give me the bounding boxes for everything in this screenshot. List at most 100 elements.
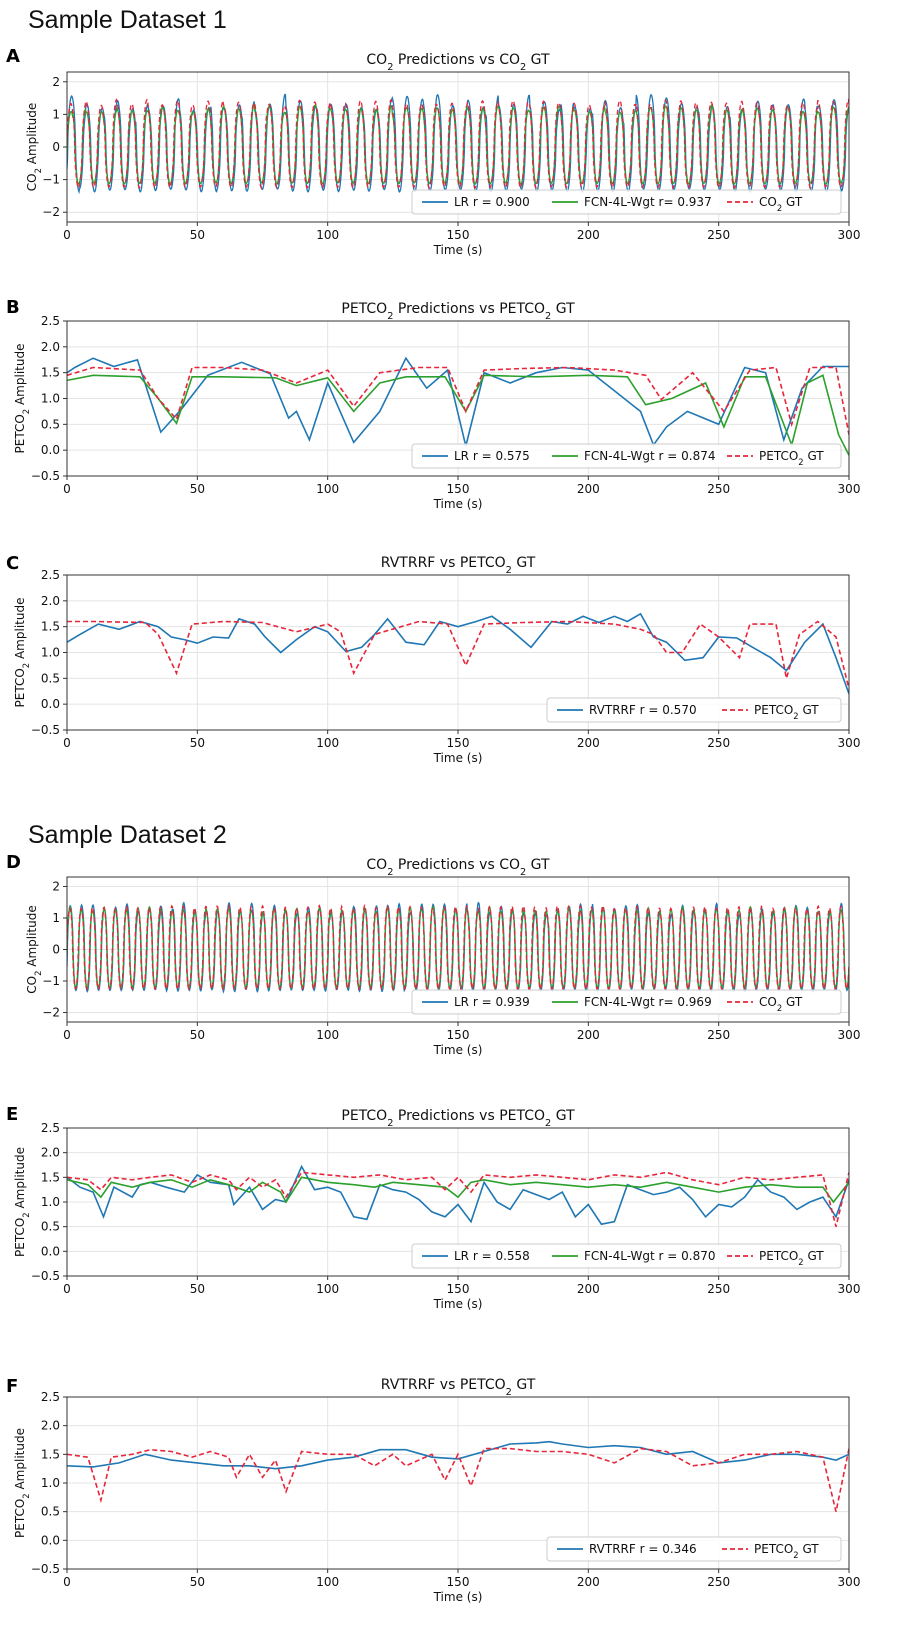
series-line-gt <box>67 97 849 190</box>
panel-letter: A <box>6 46 20 67</box>
y-tick-label: −0.5 <box>31 723 60 737</box>
plot-frame <box>66 1396 850 1570</box>
y-tick-label: 0.5 <box>41 417 60 431</box>
panel-letter: C <box>6 553 19 574</box>
x-tick-label: 300 <box>838 1282 861 1296</box>
x-tick-label: 150 <box>447 1028 470 1042</box>
panel-letter: D <box>6 852 21 873</box>
chart-A: A CO2 Predictions vs CO2 GT 0 50 100 150 200 25… <box>6 46 860 257</box>
y-tick-label: 1 <box>52 911 60 925</box>
x-tick-label: 100 <box>316 228 339 242</box>
legend-label-rvt: RVTRRF r = 0.346 <box>589 1542 697 1556</box>
y-tick-label: 0.5 <box>41 671 60 685</box>
x-tick-label: 150 <box>447 482 470 496</box>
panel-letter: E <box>6 1104 18 1125</box>
legend-box <box>411 1243 842 1269</box>
x-tick-label: 50 <box>190 1028 205 1042</box>
legend-label-lr: LR r = 0.558 <box>454 1249 530 1263</box>
y-axis-label: PETCO2 Amplitude <box>13 1147 31 1257</box>
y-tick-label: −0.5 <box>31 1269 60 1283</box>
y-tick-label: 0.0 <box>41 697 60 711</box>
series-line-fcn <box>67 374 849 456</box>
y-tick-label: 2 <box>52 879 60 893</box>
x-axis-label: Time (s) <box>433 497 483 511</box>
x-tick-label: 200 <box>577 736 600 750</box>
legend: LR r = 0.939 FCN-4L-Wgt r= 0.969 CO2 GT <box>411 989 842 1015</box>
x-axis-label: Time (s) <box>433 1590 483 1604</box>
x-tick-label: 100 <box>316 736 339 750</box>
x-tick-label: 250 <box>707 736 730 750</box>
y-tick-label: −1 <box>42 173 60 187</box>
x-tick-label: 250 <box>707 228 730 242</box>
x-tick-label: 250 <box>707 1575 730 1589</box>
panel-letter: F <box>6 1376 18 1397</box>
legend: RVTRRF r = 0.346 PETCO2 GT <box>546 1536 842 1562</box>
x-tick-label: 0 <box>63 1282 71 1296</box>
legend-label-gt: PETCO2 GT <box>754 703 819 721</box>
x-tick-label: 100 <box>316 1028 339 1042</box>
y-tick-label: 0 <box>52 140 60 154</box>
y-tick-label: 1.5 <box>41 366 60 380</box>
x-axis-label: Time (s) <box>433 1297 483 1311</box>
series-line-gt <box>67 1171 849 1227</box>
x-tick-label: 250 <box>707 1282 730 1296</box>
legend-label-lr: LR r = 0.575 <box>454 449 530 463</box>
y-tick-label: 2 <box>52 75 60 89</box>
legend-label-fcn: FCN-4L-Wgt r = 0.870 <box>584 1249 716 1263</box>
x-tick-label: 50 <box>190 228 205 242</box>
x-tick-label: 200 <box>577 1282 600 1296</box>
chart-title: PETCO2 Predictions vs PETCO2 GT <box>341 1108 575 1129</box>
legend-label-gt: PETCO2 GT <box>759 449 824 467</box>
x-axis-label: Time (s) <box>433 1043 483 1057</box>
chart-title: CO2 Predictions vs CO2 GT <box>366 52 550 73</box>
legend: RVTRRF r = 0.570 PETCO2 GT <box>546 697 842 723</box>
y-tick-label: 2.0 <box>41 594 60 608</box>
x-tick-label: 300 <box>838 736 861 750</box>
series-line-gt <box>67 1447 849 1512</box>
chart-F: F RVTRRF vs PETCO2 GT 0 50 100 150 200 250 300 −0… <box>6 1376 860 1604</box>
x-tick-label: 0 <box>63 1575 71 1589</box>
legend-box <box>546 1536 842 1562</box>
x-axis-label: Time (s) <box>433 751 483 765</box>
legend-label-rvt: RVTRRF r = 0.570 <box>589 703 697 717</box>
series-line-gt <box>67 366 849 435</box>
chart-title: RVTRRF vs PETCO2 GT <box>381 555 536 576</box>
y-tick-label: 2.0 <box>41 1146 60 1160</box>
y-tick-label: 1.0 <box>41 1195 60 1209</box>
x-tick-label: 0 <box>63 736 71 750</box>
y-tick-label: 0.0 <box>41 443 60 457</box>
chart-E: E PETCO2 Predictions vs PETCO2 GT 0 50 100 15… <box>6 1104 860 1311</box>
y-tick-label: 0 <box>52 943 60 957</box>
y-tick-label: 2.5 <box>41 1121 60 1135</box>
legend-box <box>411 989 842 1015</box>
y-tick-label: 1.5 <box>41 1447 60 1461</box>
y-tick-label: 0.0 <box>41 1244 60 1258</box>
x-tick-label: 100 <box>316 482 339 496</box>
x-tick-label: 300 <box>838 1575 861 1589</box>
y-tick-label: 2.0 <box>41 340 60 354</box>
y-tick-label: 1 <box>52 107 60 121</box>
chart-title: CO2 Predictions vs CO2 GT <box>366 857 550 878</box>
plot-frame <box>66 574 850 731</box>
legend-label-gt: PETCO2 GT <box>754 1542 819 1560</box>
y-axis-label: PETCO2 Amplitude <box>13 598 31 708</box>
plot-frame <box>66 1127 850 1277</box>
x-tick-label: 200 <box>577 228 600 242</box>
x-tick-label: 150 <box>447 1575 470 1589</box>
y-tick-label: 1.5 <box>41 1170 60 1184</box>
legend-box <box>411 443 842 469</box>
legend-label-fcn: FCN-4L-Wgt r= 0.937 <box>584 195 712 209</box>
chart-title: PETCO2 Predictions vs PETCO2 GT <box>341 301 575 322</box>
series-line-gt <box>67 904 849 991</box>
plot-frame <box>66 71 850 223</box>
legend-label-gt: CO2 GT <box>759 195 803 213</box>
legend: LR r = 0.575 FCN-4L-Wgt r = 0.874 PETCO2 G… <box>411 443 842 469</box>
series-line-rvt <box>67 612 849 695</box>
x-tick-label: 200 <box>577 482 600 496</box>
x-tick-label: 250 <box>707 1028 730 1042</box>
chart-C: C RVTRRF vs PETCO2 GT 0 50 100 150 200 250 300 −0… <box>6 553 860 765</box>
x-tick-label: 300 <box>838 1028 861 1042</box>
x-tick-label: 0 <box>63 228 71 242</box>
x-tick-label: 100 <box>316 1575 339 1589</box>
